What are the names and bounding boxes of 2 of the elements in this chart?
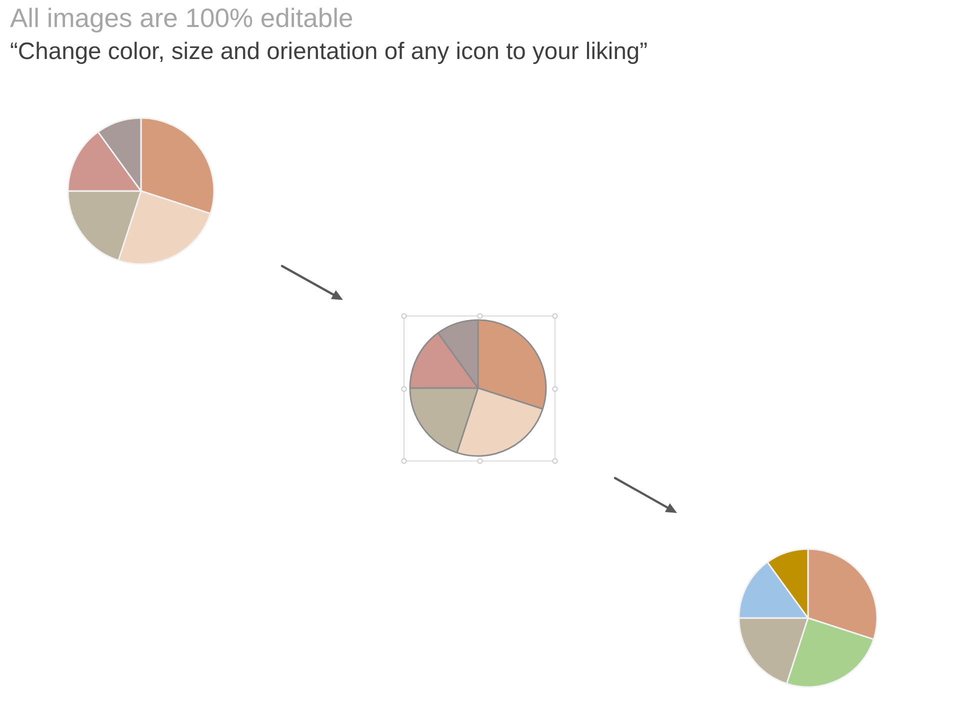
text: “Change color, size and orientation of any icon to your liking” (10, 38, 648, 66)
chart-title: All images are 100% editable (10, 3, 354, 34)
